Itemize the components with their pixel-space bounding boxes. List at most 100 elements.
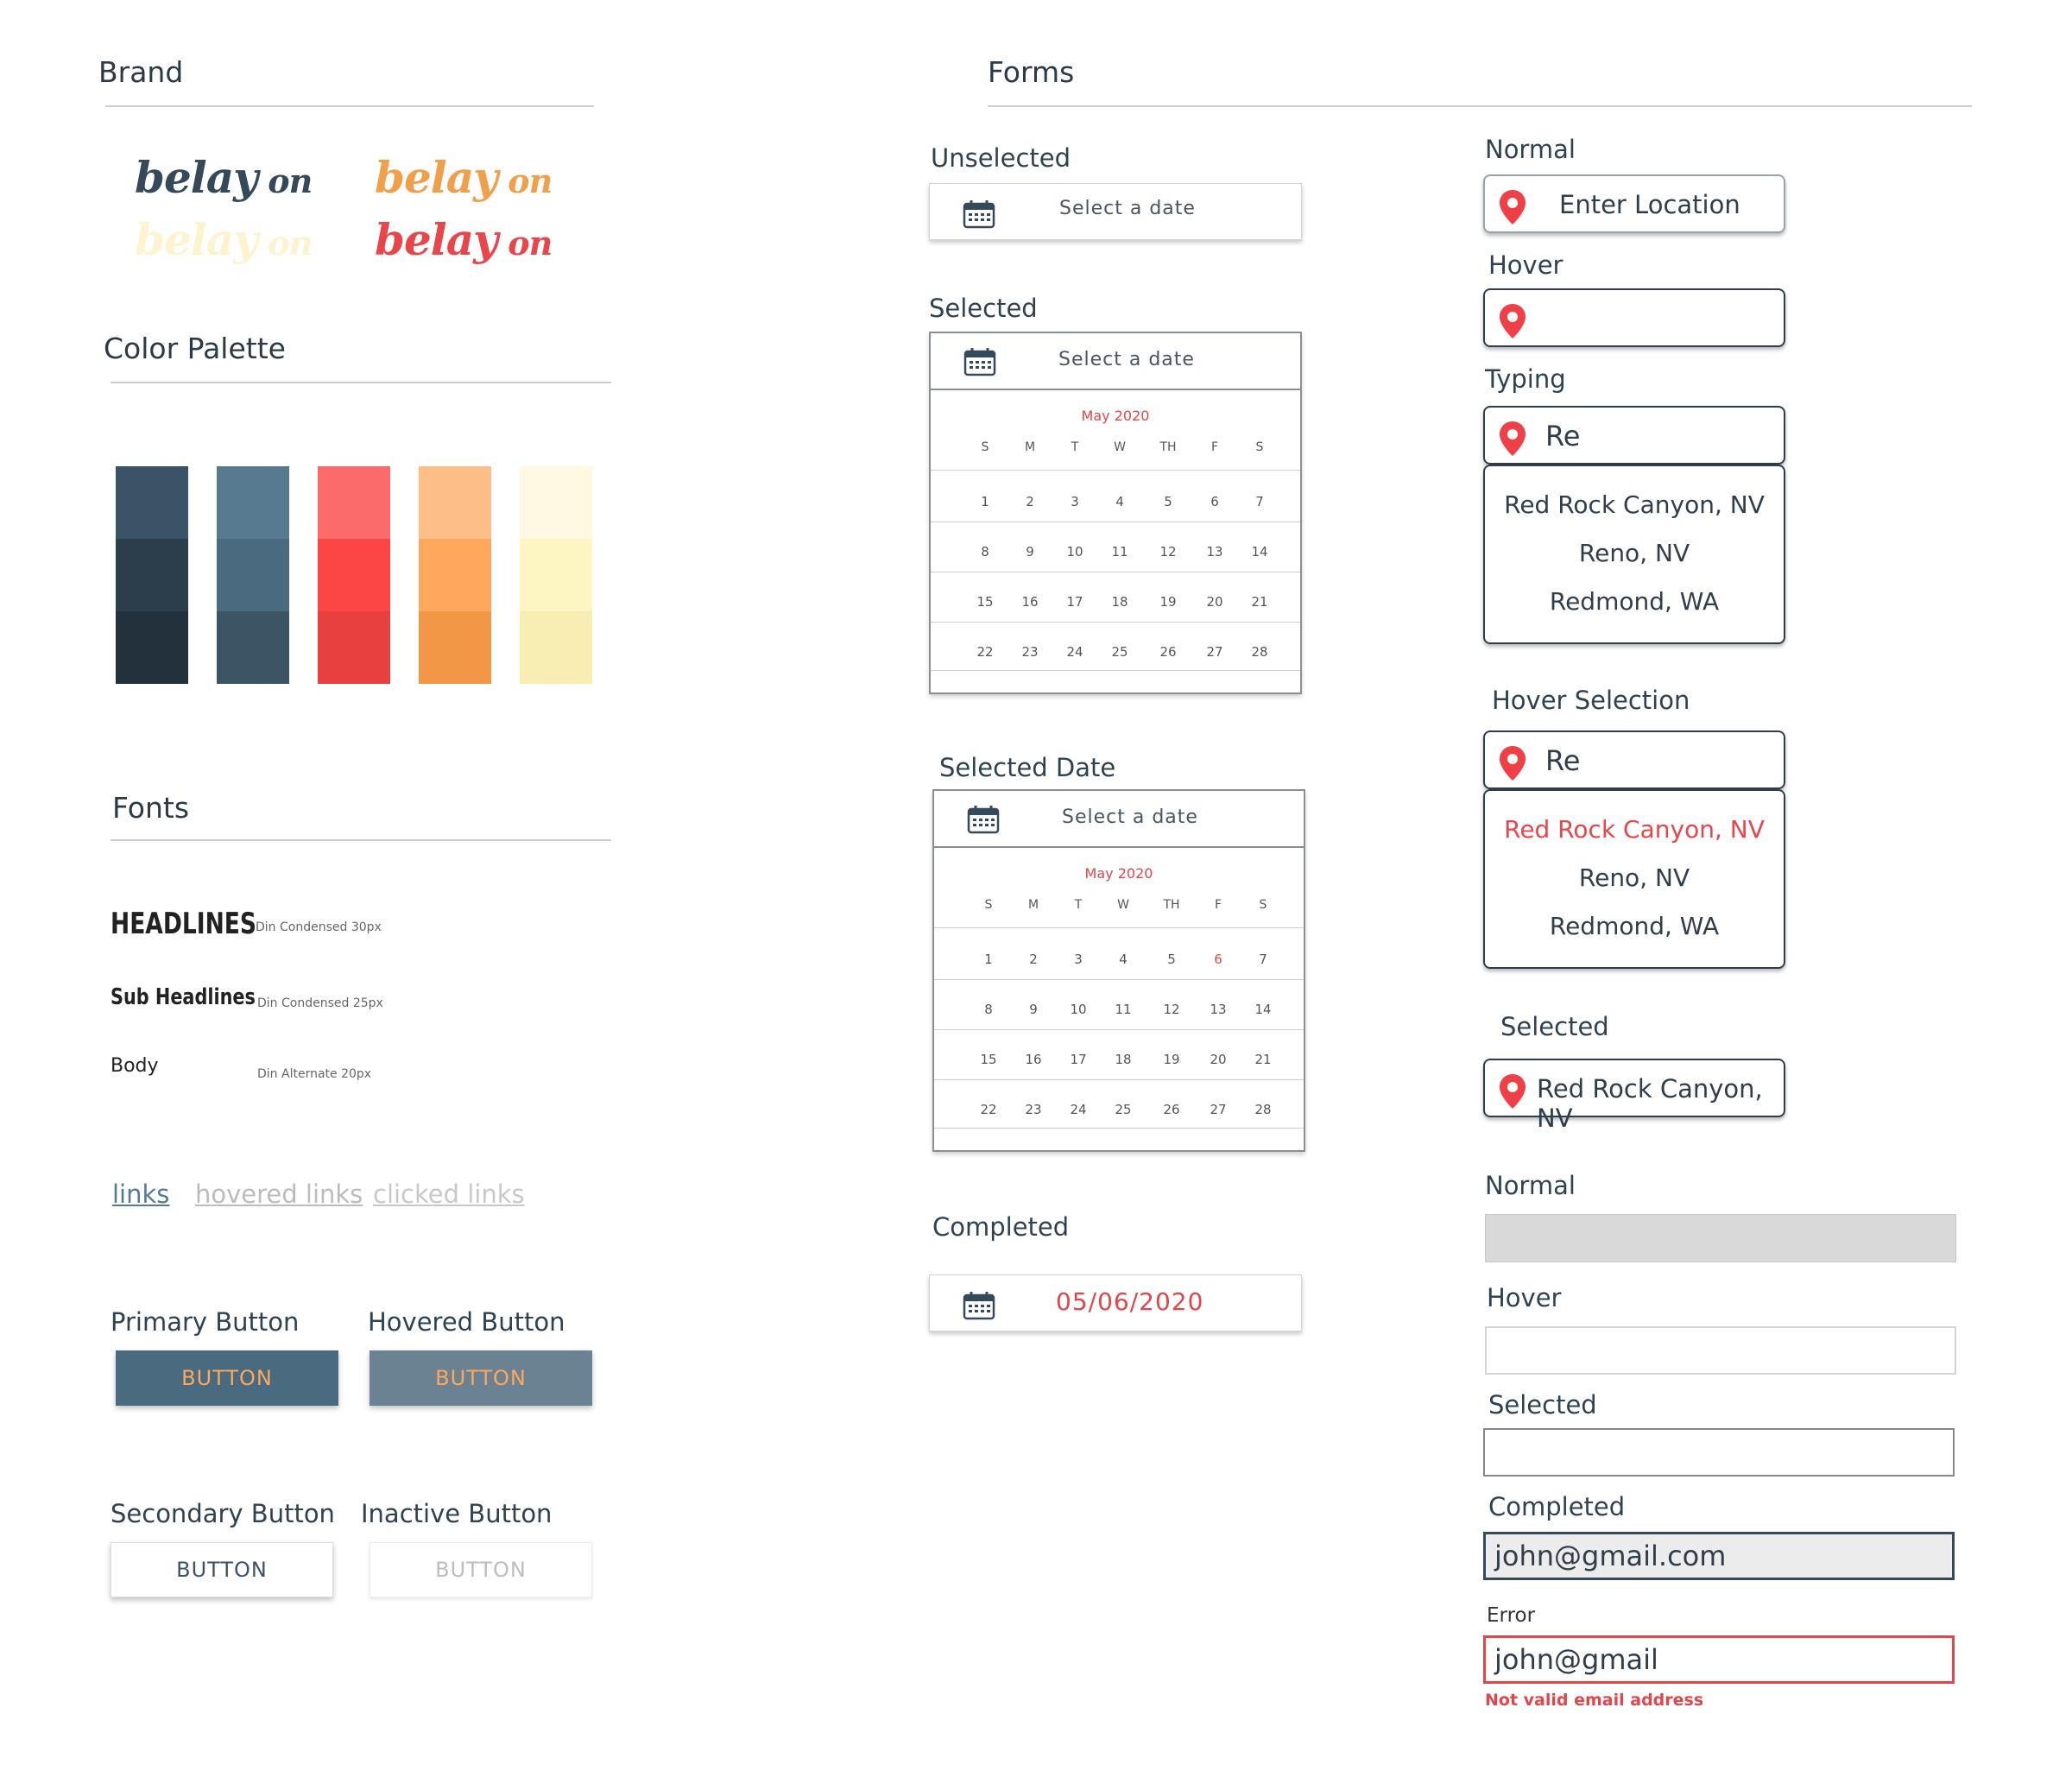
calendar-day[interactable]: 23 bbox=[1025, 1102, 1042, 1117]
calendar-day[interactable]: 8 bbox=[984, 1002, 993, 1017]
calendar-day[interactable]: 18 bbox=[1111, 594, 1128, 610]
calendar-day[interactable]: 20 bbox=[1206, 594, 1223, 610]
calendar-day[interactable]: 22 bbox=[976, 644, 994, 660]
location-option[interactable]: Reno, NV bbox=[1578, 539, 1690, 567]
location-input-hover[interactable] bbox=[1483, 288, 1785, 347]
calendar-day[interactable]: 3 bbox=[1071, 494, 1079, 509]
calendar-day[interactable]: 12 bbox=[1163, 1002, 1180, 1017]
calendar-day[interactable]: 4 bbox=[1119, 952, 1128, 967]
text-input-error[interactable]: john@gmail bbox=[1483, 1635, 1955, 1684]
calendar-day[interactable]: 5 bbox=[1167, 952, 1176, 967]
calendar-day[interactable]: 22 bbox=[980, 1102, 997, 1117]
calendar-day[interactable]: 28 bbox=[1254, 1102, 1272, 1117]
calendar-day[interactable]: 26 bbox=[1163, 1102, 1180, 1117]
calendar-day[interactable]: 17 bbox=[1070, 1052, 1087, 1067]
location-input-selected[interactable]: Red Rock Canyon, NV bbox=[1483, 1059, 1785, 1133]
calendar-day[interactable]: 14 bbox=[1251, 544, 1268, 560]
input-normal-label: Normal bbox=[1485, 1171, 1576, 1200]
calendar-day[interactable]: 15 bbox=[976, 594, 994, 610]
location-option[interactable]: Reno, NV bbox=[1578, 863, 1690, 892]
text-input-hover[interactable] bbox=[1485, 1326, 1956, 1375]
calendar-day[interactable]: 1 bbox=[984, 952, 993, 967]
location-option-hovered[interactable]: Red Rock Canyon, NV bbox=[1504, 815, 1765, 844]
secondary-button-label: Secondary Button bbox=[111, 1499, 335, 1528]
calendar-row-divider bbox=[934, 927, 1304, 928]
calendar-day[interactable]: 16 bbox=[1021, 594, 1039, 610]
calendar-day[interactable]: 1 bbox=[981, 494, 989, 509]
calendar-day[interactable]: 23 bbox=[1021, 644, 1039, 660]
calendar-day[interactable]: 17 bbox=[1066, 594, 1083, 610]
calendar-day[interactable]: 18 bbox=[1115, 1052, 1132, 1067]
calendar-selected[interactable]: Select a date May 2020 S M T W TH F S 1 2 3 4 5 6 7 8 9… bbox=[929, 332, 1302, 694]
calendar-day[interactable]: 14 bbox=[1254, 1002, 1272, 1017]
calendar-day[interactable]: 13 bbox=[1206, 544, 1223, 560]
calendar-row-divider bbox=[931, 470, 1300, 471]
calendar-day[interactable]: 27 bbox=[1206, 644, 1223, 660]
calendar-day[interactable]: 26 bbox=[1159, 644, 1177, 660]
link-clicked[interactable]: clicked links bbox=[373, 1179, 525, 1209]
calendar-day[interactable]: 3 bbox=[1074, 952, 1083, 967]
calendar-day[interactable]: 20 bbox=[1210, 1052, 1227, 1067]
palette-column-orange bbox=[419, 466, 491, 684]
calendar-day[interactable]: 24 bbox=[1066, 644, 1083, 660]
calendar-day[interactable]: 13 bbox=[1210, 1002, 1227, 1017]
secondary-button[interactable]: BUTTON bbox=[111, 1542, 333, 1597]
location-input-normal[interactable]: Enter Location bbox=[1483, 174, 1785, 233]
text-input-normal[interactable] bbox=[1485, 1214, 1956, 1262]
calendar-day[interactable]: 11 bbox=[1115, 1002, 1132, 1017]
calendar-day[interactable]: 7 bbox=[1259, 952, 1267, 967]
location-option[interactable]: Redmond, WA bbox=[1549, 912, 1720, 940]
location-typed-text: Re bbox=[1545, 420, 1581, 452]
hovered-button[interactable]: BUTTON bbox=[370, 1350, 592, 1406]
primary-button[interactable]: BUTTON bbox=[116, 1350, 338, 1406]
date-picker-selected[interactable]: Select a date bbox=[931, 333, 1300, 390]
calendar-day[interactable]: 24 bbox=[1070, 1102, 1087, 1117]
location-input-hover-selection[interactable]: Re bbox=[1483, 730, 1785, 789]
error-email-value: john@gmail bbox=[1494, 1643, 1658, 1676]
calendar-day[interactable]: 2 bbox=[1026, 494, 1034, 509]
calendar-day[interactable]: 16 bbox=[1025, 1052, 1042, 1067]
calendar-day[interactable]: 10 bbox=[1070, 1002, 1087, 1017]
swatch bbox=[217, 611, 289, 684]
calendar-day[interactable]: 6 bbox=[1210, 494, 1219, 509]
map-pin-icon bbox=[1497, 188, 1528, 230]
calendar-day[interactable]: 27 bbox=[1210, 1102, 1227, 1117]
calendar-day[interactable]: 6 bbox=[1214, 952, 1222, 967]
input-completed-label: Completed bbox=[1488, 1492, 1626, 1521]
calendar-day[interactable]: 5 bbox=[1164, 494, 1172, 509]
location-option[interactable]: Red Rock Canyon, NV bbox=[1504, 490, 1765, 519]
calendar-day[interactable]: 15 bbox=[980, 1052, 997, 1067]
location-input-typing[interactable]: Re bbox=[1483, 406, 1785, 465]
location-option[interactable]: Redmond, WA bbox=[1549, 587, 1720, 616]
calendar-day[interactable]: 19 bbox=[1163, 1052, 1180, 1067]
date-picker-completed[interactable]: 05/06/2020 bbox=[929, 1274, 1302, 1331]
inactive-button: BUTTON bbox=[370, 1542, 592, 1597]
calendar-day[interactable]: 9 bbox=[1026, 544, 1034, 560]
headlines-sample: HEADLINES bbox=[111, 907, 257, 941]
calendar-day[interactable]: 28 bbox=[1251, 644, 1268, 660]
date-picker-selected-date[interactable]: Select a date bbox=[934, 791, 1304, 848]
calendar-day[interactable]: 21 bbox=[1254, 1052, 1272, 1067]
calendar-day[interactable]: 25 bbox=[1115, 1102, 1132, 1117]
calendar-day[interactable]: 10 bbox=[1066, 544, 1083, 560]
calendar-day[interactable]: 19 bbox=[1159, 594, 1177, 610]
calendar-day[interactable]: 7 bbox=[1255, 494, 1264, 509]
calendar-day[interactable]: 4 bbox=[1115, 494, 1124, 509]
calendar-day[interactable]: 2 bbox=[1029, 952, 1038, 967]
date-picker-unselected[interactable]: Select a date bbox=[929, 183, 1302, 240]
link-hovered[interactable]: hovered links bbox=[195, 1179, 363, 1209]
loc-selected-label: Selected bbox=[1500, 1012, 1609, 1041]
calendar-day[interactable]: 12 bbox=[1159, 544, 1177, 560]
calendar-day[interactable]: 25 bbox=[1111, 644, 1128, 660]
text-input-completed[interactable]: john@gmail.com bbox=[1483, 1532, 1955, 1580]
calendar-day[interactable]: 21 bbox=[1251, 594, 1268, 610]
text-input-selected[interactable] bbox=[1483, 1428, 1955, 1477]
link-normal[interactable]: links bbox=[112, 1179, 170, 1209]
calendar-day[interactable]: 11 bbox=[1111, 544, 1128, 560]
calendar-selected-date[interactable]: Select a date May 2020 S M T W TH F S 1 2 3 4 5 6 7 8 9… bbox=[932, 789, 1305, 1152]
calendar-row-divider bbox=[931, 670, 1300, 671]
calendar-day[interactable]: 8 bbox=[981, 544, 989, 560]
swatch bbox=[520, 611, 592, 684]
calendar-day[interactable]: 9 bbox=[1029, 1002, 1038, 1017]
swatch bbox=[419, 539, 491, 611]
